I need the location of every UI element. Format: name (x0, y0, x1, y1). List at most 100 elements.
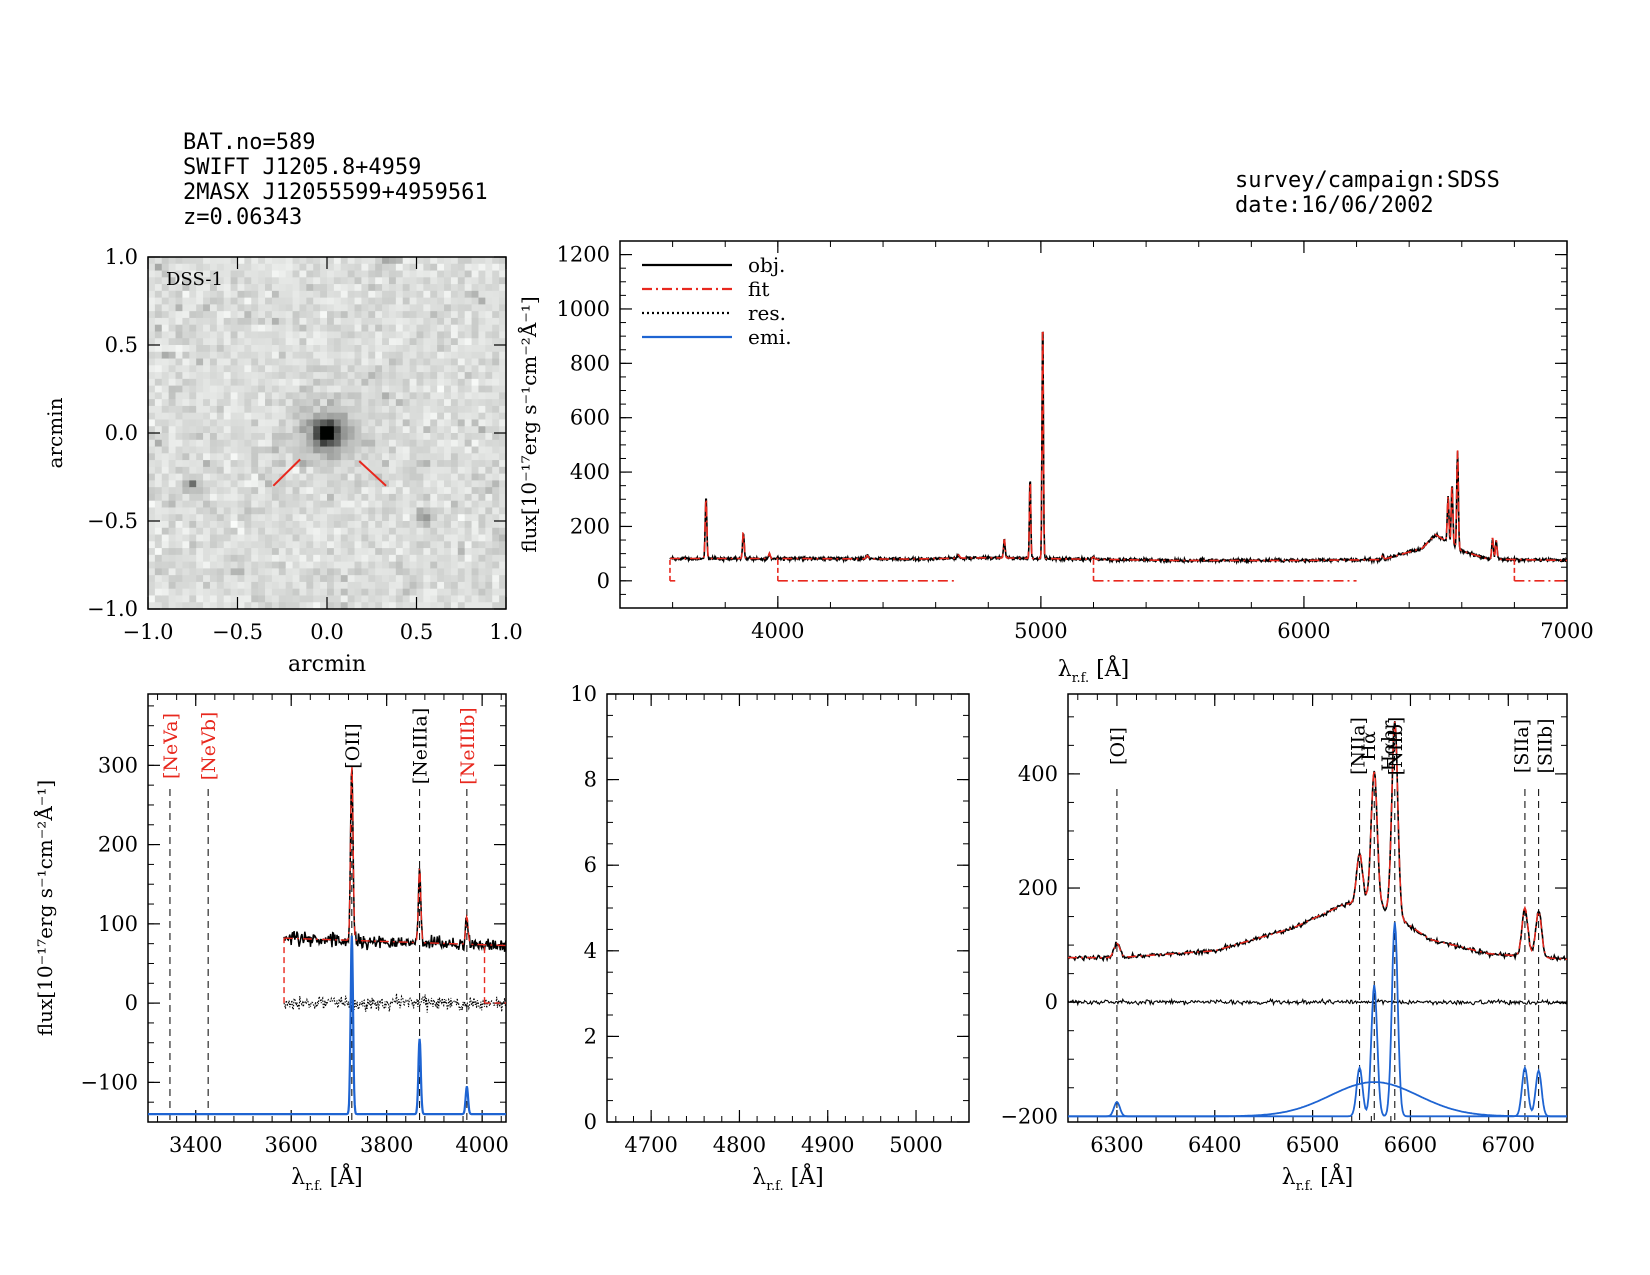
pixel (154, 351, 163, 360)
pixel (161, 487, 170, 495)
pixel (327, 575, 335, 583)
pixel (499, 521, 507, 529)
pixel (375, 284, 383, 292)
pixel (175, 581, 184, 590)
pixel (265, 500, 273, 509)
pixel (148, 270, 156, 278)
pixel (285, 392, 294, 400)
pixel (299, 527, 307, 536)
pixel (271, 466, 280, 475)
pixel (182, 270, 190, 278)
pixel (395, 541, 404, 549)
pixel (313, 460, 321, 468)
pixel (285, 446, 294, 454)
pixel (161, 270, 170, 278)
pixel (464, 439, 473, 448)
axes: −1.0 −0.5 0.0 0.5 1.01.00.50.0−0.5−1.0 (87, 245, 523, 644)
pixel (464, 426, 473, 434)
twomass-name: 2MASX J12055599+4959561 (183, 180, 488, 205)
pixel (203, 473, 211, 481)
pixel (430, 487, 438, 495)
pixel (230, 277, 239, 285)
pixel (237, 554, 245, 563)
pixel (471, 493, 480, 502)
pixel (333, 263, 342, 272)
pixel (209, 290, 218, 299)
pixel (299, 561, 307, 569)
pixel (271, 534, 280, 542)
pixel (340, 351, 349, 360)
pixel (313, 561, 321, 569)
pixel (347, 345, 356, 353)
pixel (354, 514, 363, 522)
pixel (402, 412, 411, 421)
pixel (464, 568, 473, 576)
pixel (265, 304, 273, 312)
pixel (478, 277, 486, 285)
pixel (464, 521, 473, 529)
pixel (209, 426, 218, 434)
pixel (223, 351, 232, 360)
pixel (209, 541, 218, 549)
pixel (161, 372, 170, 380)
pixel (395, 419, 404, 427)
full-spectrum-series (669, 331, 1567, 582)
pixel (354, 351, 363, 360)
pixel (485, 514, 493, 522)
pixel (292, 331, 301, 339)
pixel (285, 575, 294, 583)
pixel (457, 466, 466, 475)
pixel (292, 297, 301, 305)
pixel (189, 338, 197, 346)
pixel (189, 419, 197, 427)
x-label-subscript: r.f. (1296, 1179, 1313, 1194)
pixel (340, 297, 349, 305)
pixel (265, 392, 273, 400)
pixel (251, 324, 259, 333)
pixel (175, 514, 184, 522)
pixel (395, 534, 404, 542)
pixel (182, 473, 190, 481)
pixel (182, 257, 190, 265)
pixel (478, 290, 486, 299)
pixel (203, 426, 211, 434)
pixel (223, 412, 232, 421)
pixel (409, 290, 418, 299)
pixel (416, 338, 424, 346)
pixel (395, 317, 404, 326)
pixel (450, 487, 459, 495)
pixel (471, 439, 480, 448)
pixel (223, 446, 232, 454)
pixel (402, 554, 411, 563)
pixel (485, 581, 493, 590)
pixel (416, 345, 424, 353)
pixel (196, 575, 204, 583)
pixel (471, 385, 480, 393)
pixel (464, 541, 473, 549)
pixel (196, 290, 204, 299)
pixel (444, 351, 452, 360)
pixel (388, 284, 397, 292)
pixel (471, 561, 480, 569)
pixel (388, 419, 397, 427)
pixel (375, 311, 383, 319)
pixel (265, 311, 273, 319)
pixel (395, 581, 404, 590)
pixel (189, 392, 197, 400)
pixel (271, 575, 280, 583)
pixel (361, 351, 369, 360)
pixel (271, 351, 280, 360)
pixel (361, 405, 369, 414)
pixel (444, 480, 452, 488)
pixel (299, 466, 307, 475)
pixel (492, 554, 500, 563)
pixel (464, 405, 473, 414)
pixel (278, 439, 287, 448)
pixel (478, 365, 486, 373)
pixel (168, 412, 177, 421)
pixel (457, 602, 466, 610)
pixel (423, 541, 431, 549)
pixel (189, 317, 197, 326)
pixel (492, 297, 500, 305)
pixel (313, 581, 321, 590)
